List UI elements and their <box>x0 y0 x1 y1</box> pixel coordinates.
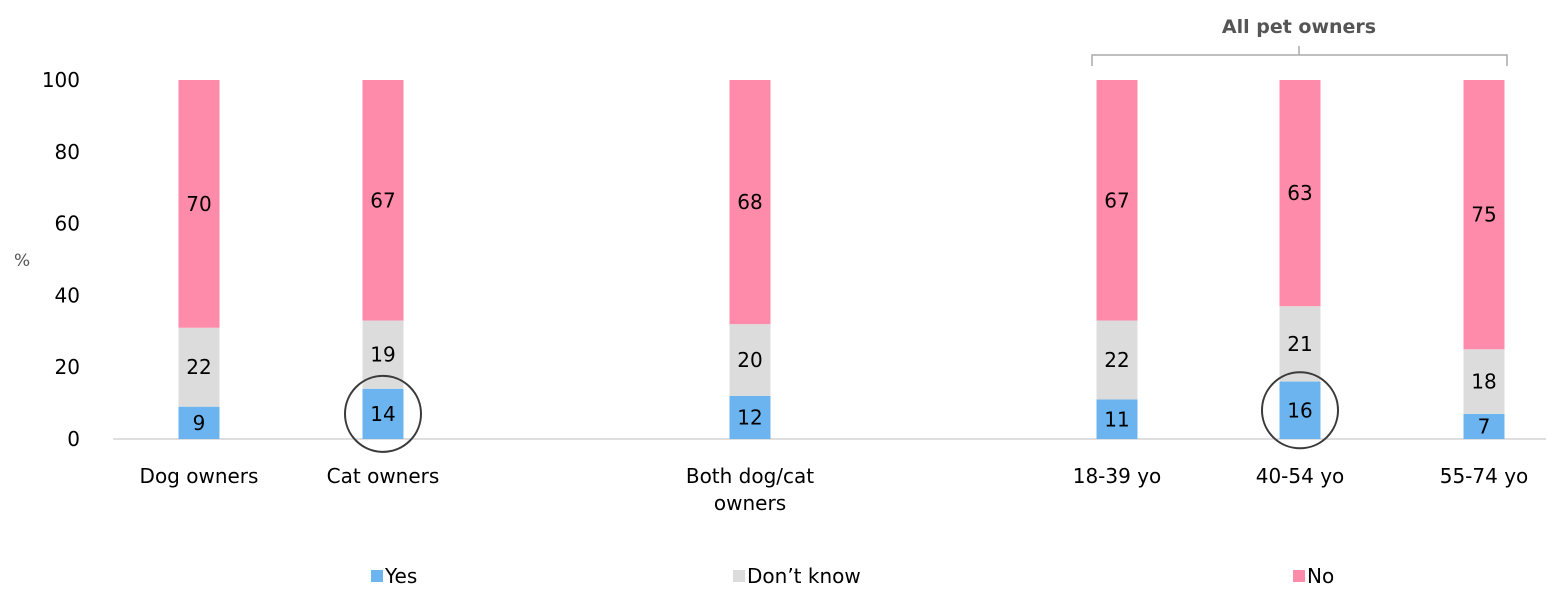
bar-segment <box>1279 306 1321 382</box>
group-annotation: All pet owners <box>1091 16 1508 66</box>
category-label: 55-74 yo <box>1440 464 1529 488</box>
data-label: 22 <box>1104 348 1129 372</box>
data-label: 21 <box>1287 332 1312 356</box>
y-axis-label: % <box>14 251 30 271</box>
data-label: 75 <box>1471 203 1496 227</box>
bar-segment <box>729 324 771 396</box>
bar-segment <box>1279 381 1321 439</box>
bar-segment <box>1463 349 1505 414</box>
data-label: 20 <box>737 348 762 372</box>
group-label: All pet owners <box>1222 16 1376 38</box>
bar-segment <box>1096 399 1138 439</box>
data-label: 68 <box>737 190 762 214</box>
bar-segment <box>729 395 771 439</box>
bar-segment <box>178 406 220 439</box>
bars: 9 22 70 14 19 67 12 20 68 11 22 67 16 21 63 7 18 75 <box>178 80 1505 439</box>
legend-swatch <box>371 570 383 582</box>
category-label: Cat owners <box>327 464 440 488</box>
bar-segment <box>1279 80 1321 307</box>
legend: Yes Don’t know No <box>371 564 1334 588</box>
bar-segment <box>1096 320 1138 400</box>
bar-segment <box>362 388 404 439</box>
bar-segment <box>729 80 771 325</box>
legend-label: No <box>1307 564 1334 588</box>
y-tick-label: 20 <box>55 355 80 379</box>
data-label: 11 <box>1104 407 1129 431</box>
y-tick-label: 60 <box>55 212 80 236</box>
bar-segment <box>1463 413 1505 439</box>
category-label: 18-39 yo <box>1073 464 1162 488</box>
data-label: 19 <box>370 343 395 367</box>
data-label: 7 <box>1478 414 1491 438</box>
data-label: 70 <box>186 192 211 216</box>
legend-label: Don’t know <box>747 564 861 588</box>
data-label: 16 <box>1287 398 1312 422</box>
bar-segment <box>1463 80 1505 350</box>
group-bracket <box>1091 46 1508 66</box>
category-labels: Dog owners Cat owners Both dog/cat owners 18… <box>140 464 1529 515</box>
data-label: 14 <box>370 402 395 426</box>
bar-segment <box>1096 80 1138 321</box>
bar-segment <box>178 327 220 407</box>
legend-swatch <box>733 570 745 582</box>
data-label: 9 <box>193 411 206 435</box>
category-label: Both dog/cat owners <box>686 464 814 515</box>
bar-segment <box>178 80 220 328</box>
category-label: Dog owners <box>140 464 259 488</box>
y-tick-label: 100 <box>42 68 80 92</box>
y-tick-label: 80 <box>55 140 80 164</box>
data-label: 67 <box>1104 188 1129 212</box>
y-tick-label: 0 <box>67 427 80 451</box>
highlight-circle <box>1261 371 1339 450</box>
data-label: 22 <box>186 355 211 379</box>
y-tick-label: 40 <box>55 283 80 307</box>
data-label: 63 <box>1287 181 1312 205</box>
y-axis-ticks: 0 20 40 60 80 100 <box>42 68 80 451</box>
highlight-circle <box>344 374 422 453</box>
legend-swatch <box>1293 570 1305 582</box>
data-label: 67 <box>370 188 395 212</box>
bar-segment <box>362 80 404 321</box>
category-label: 40-54 yo <box>1256 464 1345 488</box>
legend-label: Yes <box>384 564 417 588</box>
data-label: 12 <box>737 405 762 429</box>
data-label: 18 <box>1471 370 1496 394</box>
highlight-circles <box>344 371 1339 453</box>
